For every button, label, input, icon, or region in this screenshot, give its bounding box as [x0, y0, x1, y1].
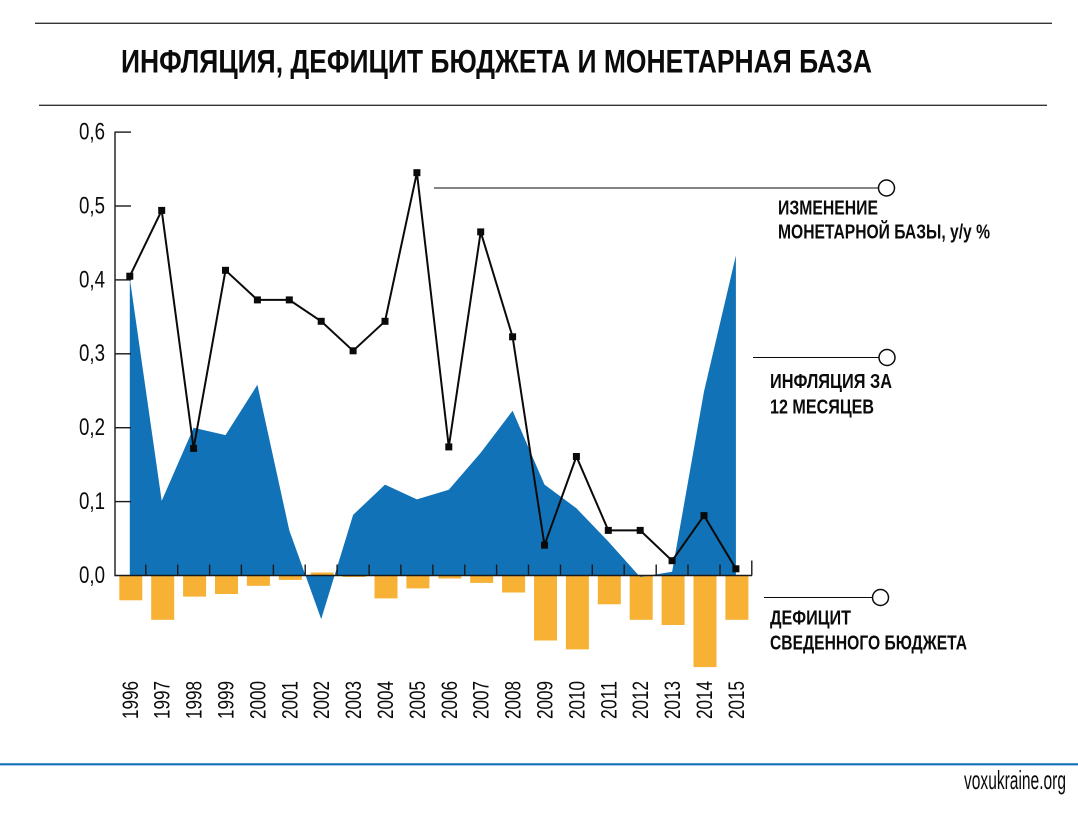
svg-text:ИЗМЕНЕНИЕ: ИЗМЕНЕНИЕ — [778, 198, 878, 220]
svg-text:1997: 1997 — [150, 681, 175, 719]
svg-text:0,1: 0,1 — [79, 488, 105, 515]
svg-text:2009: 2009 — [533, 681, 558, 719]
svg-text:voxukraine.org: voxukraine.org — [964, 765, 1066, 795]
svg-text:МОНЕТАРНОЙ БАЗЫ, y/y %: МОНЕТАРНОЙ БАЗЫ, y/y % — [778, 220, 990, 244]
svg-text:2000: 2000 — [245, 681, 270, 719]
svg-text:1999: 1999 — [214, 681, 239, 719]
svg-text:2002: 2002 — [309, 681, 334, 719]
svg-text:0,4: 0,4 — [79, 266, 105, 293]
svg-text:2005: 2005 — [405, 681, 430, 719]
svg-text:ДЕФИЦИТ: ДЕФИЦИТ — [770, 608, 851, 630]
svg-text:12 МЕСЯЦЕВ: 12 МЕСЯЦЕВ — [770, 397, 874, 419]
svg-text:2011: 2011 — [596, 681, 621, 719]
svg-text:0,2: 0,2 — [79, 414, 105, 441]
svg-text:2003: 2003 — [341, 681, 366, 719]
svg-text:1998: 1998 — [182, 681, 207, 719]
svg-text:2014: 2014 — [692, 681, 717, 719]
svg-text:2015: 2015 — [724, 681, 749, 719]
svg-text:2006: 2006 — [437, 681, 462, 719]
svg-text:2007: 2007 — [469, 681, 494, 719]
svg-text:ИНФЛЯЦИЯ, ДЕФИЦИТ БЮДЖЕТА И МО: ИНФЛЯЦИЯ, ДЕФИЦИТ БЮДЖЕТА И МОНЕТАРНАЯ Б… — [121, 44, 872, 80]
svg-text:2013: 2013 — [660, 681, 685, 719]
svg-text:2012: 2012 — [628, 681, 653, 719]
svg-text:1996: 1996 — [118, 681, 143, 719]
svg-text:2010: 2010 — [564, 681, 589, 719]
svg-text:2008: 2008 — [501, 681, 526, 719]
svg-text:СВЕДЕННОГО БЮДЖЕТА: СВЕДЕННОГО БЮДЖЕТА — [770, 633, 967, 655]
svg-text:0,0: 0,0 — [79, 562, 105, 589]
svg-text:0,6: 0,6 — [79, 119, 105, 146]
svg-text:2001: 2001 — [277, 681, 302, 719]
svg-text:2004: 2004 — [373, 681, 398, 719]
svg-text:ИНФЛЯЦИЯ ЗА: ИНФЛЯЦИЯ ЗА — [770, 371, 892, 393]
svg-text:0,5: 0,5 — [79, 192, 105, 219]
svg-text:0,3: 0,3 — [79, 340, 105, 367]
